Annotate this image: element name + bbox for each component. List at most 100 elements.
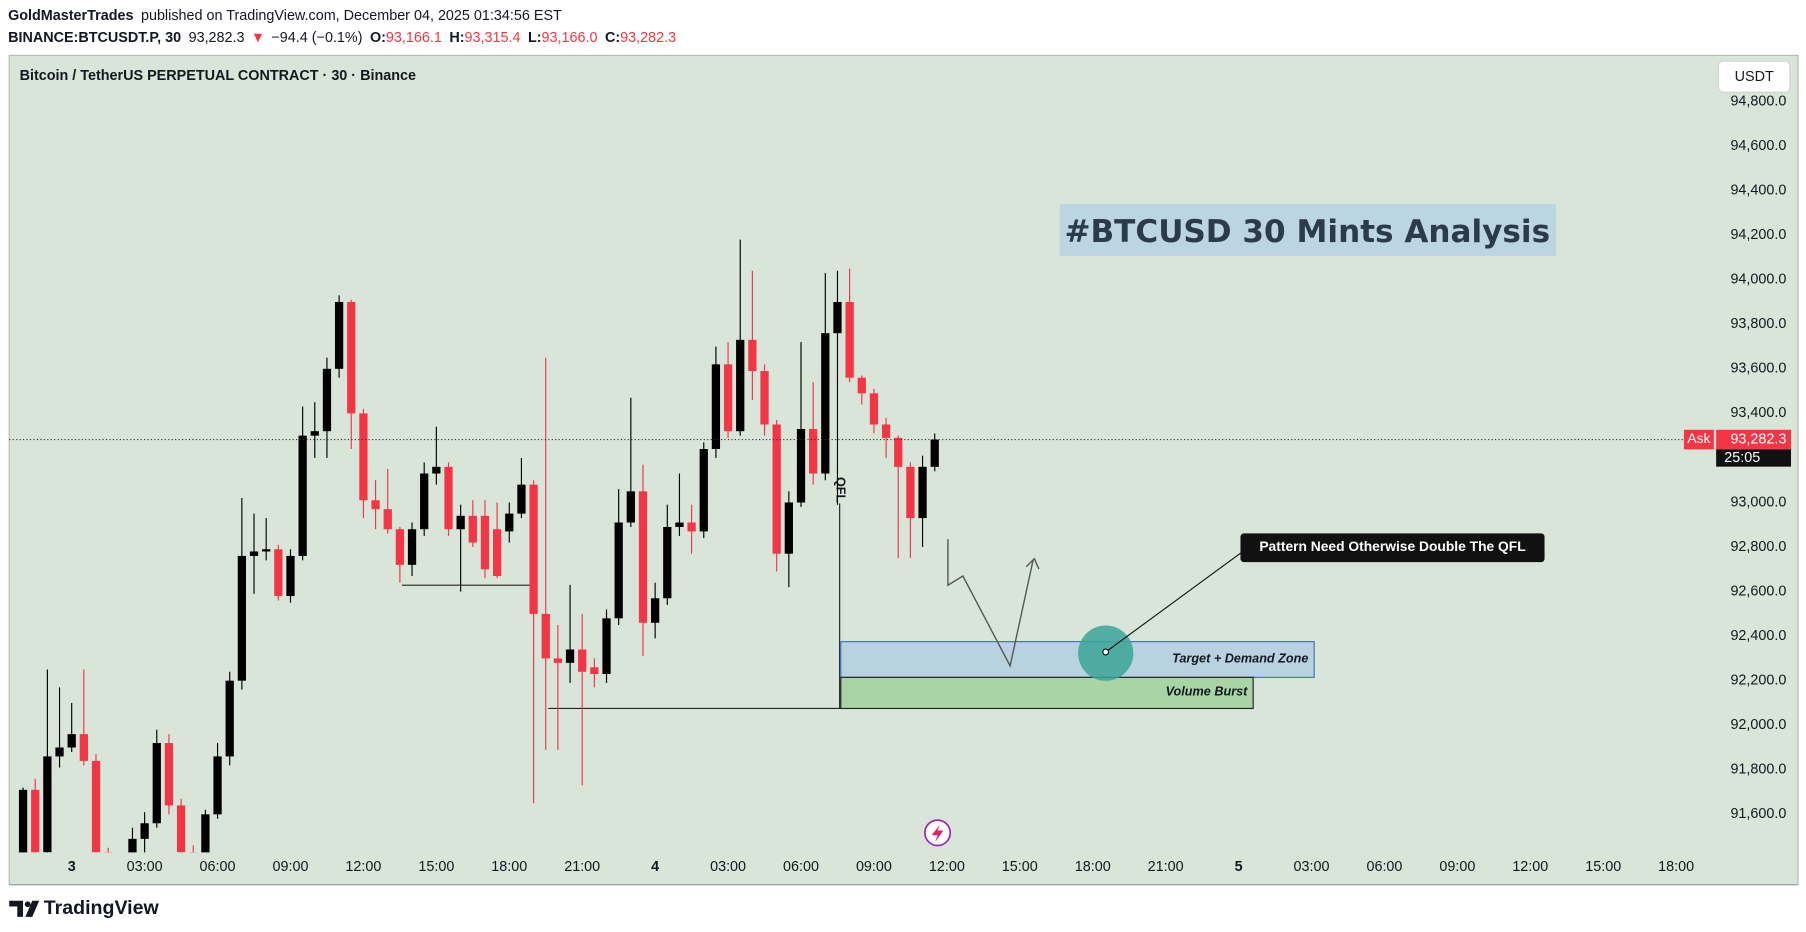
y-tick-label: 91,600.0	[1730, 806, 1786, 822]
candle-body	[432, 466, 441, 474]
candle-body	[189, 852, 198, 853]
candle-body	[310, 431, 319, 436]
candle-body	[395, 529, 405, 565]
candle-body	[930, 439, 939, 467]
candle-body	[602, 618, 611, 674]
projection-arrow	[1025, 557, 1040, 570]
x-tick-label: 21:00	[1148, 859, 1184, 875]
qfl-label: QFL	[833, 477, 847, 503]
candle-body	[67, 734, 76, 748]
candle-body	[723, 364, 733, 432]
low-value: 93,166.0	[542, 30, 598, 46]
candle-body	[578, 649, 587, 672]
y-tick-label: 93,000.0	[1730, 494, 1786, 510]
direction: ▼	[251, 30, 265, 46]
header-line: GoldMasterTrades published on TradingVie…	[8, 8, 562, 24]
y-tick-label: 94,600.0	[1730, 138, 1786, 154]
candle-body	[274, 549, 283, 597]
candle-body	[91, 760, 101, 853]
demand-zone-label: Target + Demand Zone	[1172, 651, 1308, 665]
y-tick-label: 93,600.0	[1730, 361, 1786, 377]
x-tick-label: 4	[651, 859, 659, 875]
x-tick-label: 3	[68, 859, 76, 875]
candle-body	[152, 743, 161, 824]
open-value: 93,166.1	[386, 30, 442, 46]
y-tick-label: 94,000.0	[1730, 272, 1786, 288]
currency-button[interactable]	[1717, 60, 1791, 93]
x-tick-label: 5	[1235, 859, 1243, 875]
candle-body	[383, 509, 392, 530]
y-tick-label: 91,800.0	[1730, 762, 1786, 778]
x-tick-label: 06:00	[783, 859, 819, 875]
x-tick-label: 03:00	[127, 859, 163, 875]
x-tick-label: 06:00	[1366, 859, 1402, 875]
candle-body	[225, 680, 234, 757]
currency[interactable]: USDT	[1735, 69, 1774, 85]
candle-body	[492, 529, 502, 576]
brand-logo	[9, 900, 40, 917]
candle-body	[541, 613, 550, 659]
candle-body	[55, 747, 64, 757]
candle-body	[164, 743, 174, 806]
candle-body	[31, 789, 40, 853]
candle-body	[809, 428, 818, 474]
candle-body	[894, 437, 903, 467]
candle-body	[420, 473, 429, 530]
candle-body	[529, 484, 538, 614]
callout-dot	[1102, 648, 1110, 656]
x-tick-label: 03:00	[710, 859, 746, 875]
candle-body	[18, 789, 28, 853]
author: GoldMasterTrades	[8, 8, 133, 24]
callout-text: Pattern Need Otherwise Double The QFL	[1259, 538, 1526, 554]
price-label-box	[1716, 429, 1792, 450]
x-tick-label: 12:00	[345, 859, 381, 875]
close-label: C:	[605, 30, 620, 46]
published: published on TradingView.com, December 0…	[141, 8, 562, 24]
y-tick-label: 94,200.0	[1730, 227, 1786, 243]
price-label: 93,282.3	[1730, 431, 1786, 447]
candle-body	[626, 491, 635, 523]
y-tick-label: 92,200.0	[1730, 672, 1786, 688]
candle-body	[687, 522, 696, 532]
candle-body	[347, 301, 356, 414]
candle-body	[322, 368, 332, 432]
candle-body	[444, 466, 453, 530]
high-label: H:	[449, 30, 464, 46]
y-tick-label: 92,400.0	[1730, 628, 1786, 644]
close-value: 93,282.3	[620, 30, 676, 46]
y-tick-label: 93,400.0	[1730, 405, 1786, 421]
headline-box	[1059, 203, 1557, 256]
brand: TradingView	[44, 897, 160, 919]
candle-body	[371, 500, 380, 510]
x-tick-label: 09:00	[856, 859, 892, 875]
candle-body	[711, 364, 721, 450]
demand-zone	[840, 641, 1315, 678]
x-tick-label: 18:00	[491, 859, 527, 875]
candle-body	[517, 484, 526, 514]
candle-body	[663, 526, 672, 599]
x-tick-label: 09:00	[272, 859, 308, 875]
y-tick-label: 94,400.0	[1730, 182, 1786, 198]
low-label: L:	[528, 30, 542, 46]
candle-body	[833, 301, 842, 334]
candle-body	[237, 555, 246, 681]
candle-body	[918, 466, 927, 519]
candle-body	[638, 491, 648, 623]
y-tick-label: 92,000.0	[1730, 717, 1786, 733]
callout-line	[1105, 550, 1245, 653]
brand-logo-dot	[24, 901, 31, 908]
candle-body	[675, 522, 684, 527]
open-label: O:	[370, 30, 386, 46]
candle-body	[140, 823, 149, 839]
chart-frame	[8, 54, 1799, 886]
candle-body	[104, 852, 113, 853]
y-tick-label: 93,800.0	[1730, 316, 1786, 332]
candle-body	[748, 339, 757, 372]
callout-box	[1240, 533, 1545, 563]
x-tick-label: 15:00	[418, 859, 454, 875]
candle-body	[590, 667, 599, 674]
candle-body	[906, 466, 915, 519]
candle-body	[128, 838, 137, 853]
x-tick-label: 03:00	[1294, 859, 1330, 875]
